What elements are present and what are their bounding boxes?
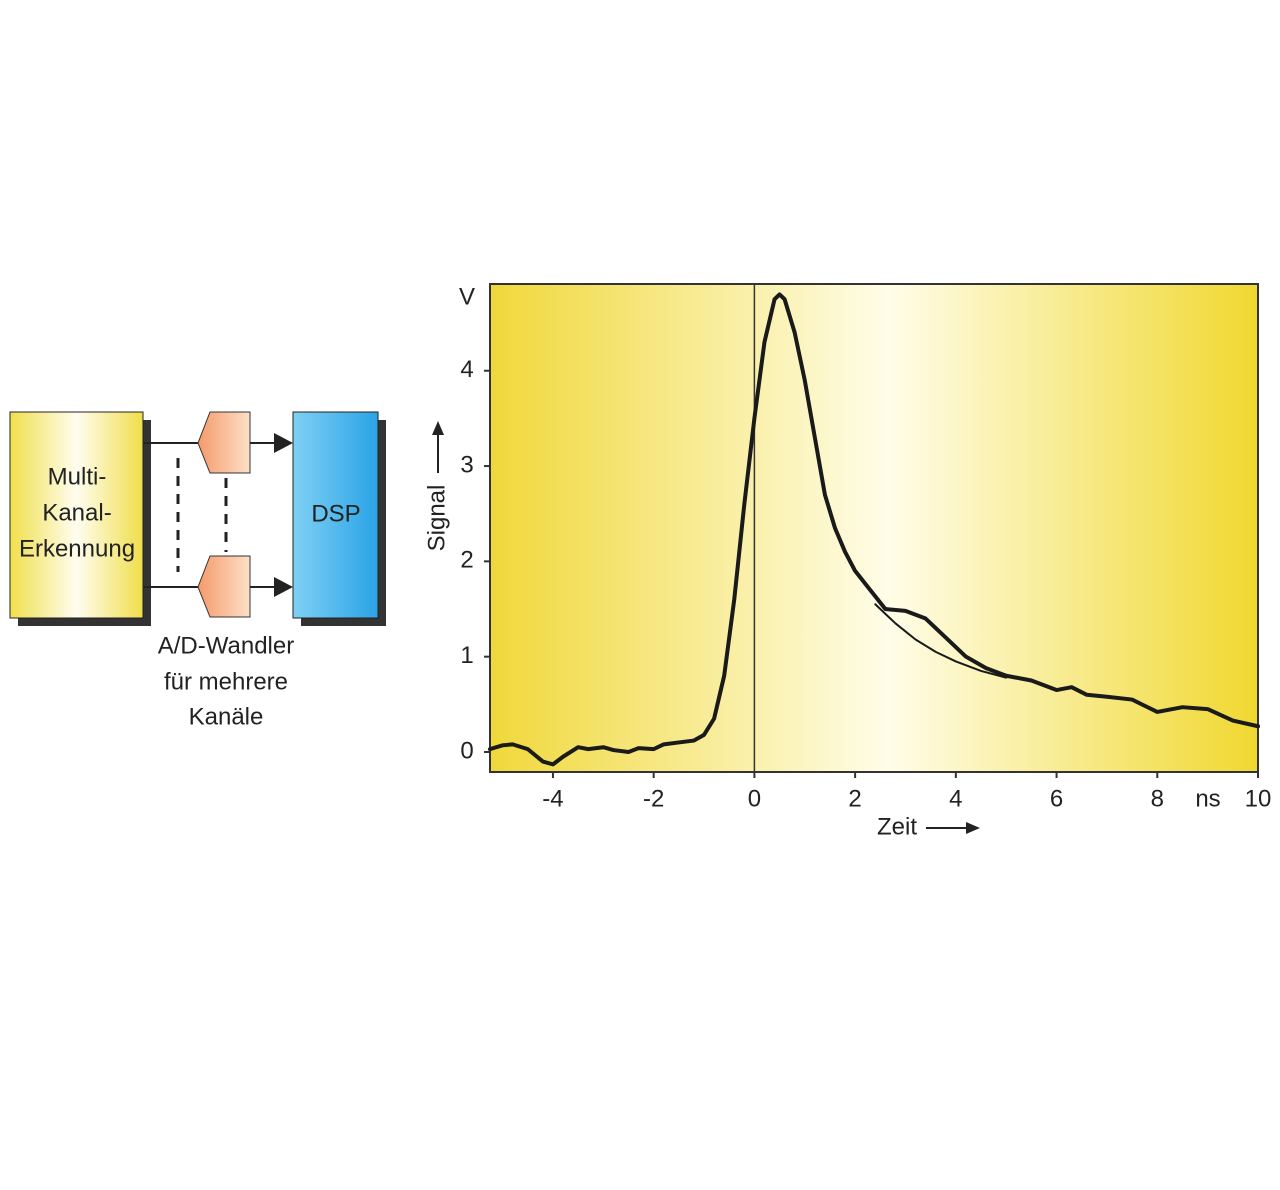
detector-label: Erkennung: [19, 535, 135, 562]
signal-line: [488, 292, 1260, 767]
converter: [197, 411, 251, 474]
y-tick-label: 1: [460, 642, 473, 669]
arrowhead: [274, 433, 293, 453]
block-diagram: Multi- Kanal- Erkennung DSP A/D-Wandler …: [9, 411, 386, 730]
y-tick-label: 0: [460, 737, 473, 764]
y-tick-label: 3: [460, 451, 473, 478]
x-unit: ns: [1195, 785, 1220, 812]
detector-label: Kanal-: [42, 499, 111, 526]
x-tick-label: 6: [1050, 785, 1063, 812]
converter: [197, 555, 251, 618]
x-tick-label: 10: [1245, 785, 1272, 812]
x-tick-label: -4: [542, 785, 563, 812]
y-axis-label-group: Signal: [423, 421, 450, 551]
dsp-box: [292, 411, 379, 619]
arrowhead: [274, 577, 293, 597]
dsp-label: DSP: [311, 500, 360, 527]
y-unit: V: [459, 283, 475, 310]
detector-box: [9, 411, 144, 619]
x-tick-label: -2: [643, 785, 664, 812]
y-tick-label: 4: [460, 356, 473, 383]
x-tick-label: 2: [848, 785, 861, 812]
axis-arrow: [966, 822, 980, 834]
x-tick-label: 4: [949, 785, 962, 812]
x-tick-label: 0: [748, 785, 761, 812]
converter-label: Kanäle: [189, 703, 264, 730]
x-axis-label: Zeit: [877, 813, 917, 840]
axis-arrow: [432, 421, 444, 435]
y-tick-label: 2: [460, 547, 473, 574]
plot-area: [489, 283, 1259, 773]
converter-label: für mehrere: [164, 668, 288, 695]
signal-line: [874, 603, 1008, 679]
detector-label: Multi-: [48, 463, 107, 490]
x-tick-label: 8: [1151, 785, 1164, 812]
converter-label: A/D-Wandler: [158, 632, 294, 659]
y-axis-label: Signal: [423, 485, 450, 552]
